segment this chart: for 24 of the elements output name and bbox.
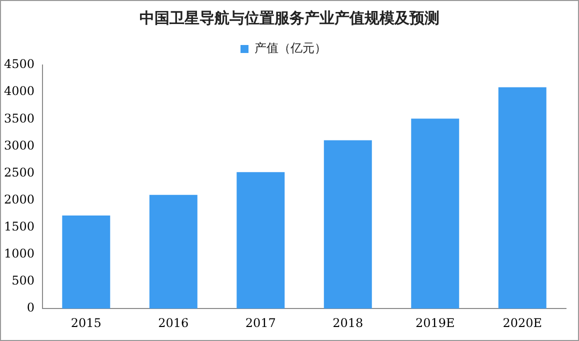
legend-label: 产值（亿元） (254, 41, 326, 56)
y-tick-label: 500 (12, 274, 35, 288)
y-tick-label: 1500 (4, 220, 35, 234)
y-tick-label: 0 (26, 300, 35, 315)
x-tick-label: 2017 (245, 316, 276, 330)
x-tick-label: 2016 (158, 316, 189, 330)
y-tick-label: 2500 (4, 165, 35, 180)
x-tick-label: 2020E (502, 316, 542, 330)
y-tick-label: 4000 (4, 84, 35, 98)
x-tick-label: 2015 (70, 316, 102, 330)
x-tick-label: 2019E (415, 316, 455, 330)
bar (411, 118, 460, 309)
chart-title: 中国卫星导航与位置服务产业产值规模及预测 (138, 9, 440, 28)
y-tick-label: 3000 (4, 138, 35, 152)
y-tick-label: 3500 (4, 111, 35, 126)
bar (236, 172, 285, 309)
y-tick-label: 2000 (4, 192, 35, 206)
y-tick-label: 1000 (4, 246, 35, 261)
bar (149, 194, 198, 309)
bar (324, 140, 372, 309)
bar (62, 215, 110, 309)
bar (498, 87, 546, 309)
y-tick-label: 4500 (4, 57, 35, 72)
x-tick-label: 2018 (332, 316, 364, 330)
